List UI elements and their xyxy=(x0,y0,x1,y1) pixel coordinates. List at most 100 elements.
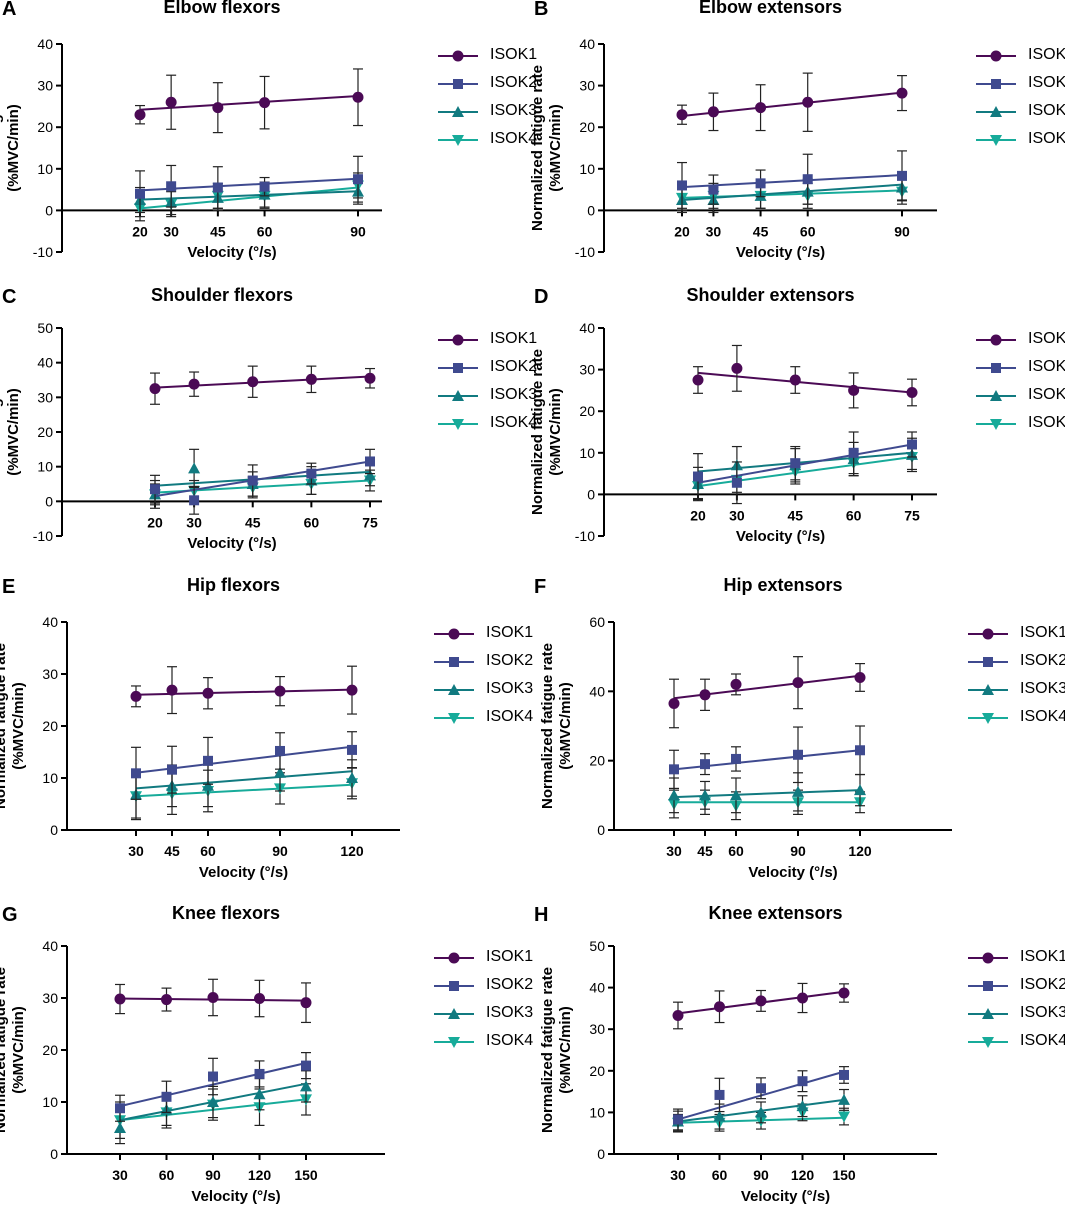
x-tick-label: 90 xyxy=(894,223,910,239)
y-tick-label: 20 xyxy=(589,753,605,769)
point-isok3 xyxy=(668,789,680,801)
legend-label: ISOK1 xyxy=(490,330,538,347)
plot-area: 0 10 20 30 40 30 60 90 120 150 xyxy=(42,938,385,1183)
y-tick-label: 20 xyxy=(579,403,595,419)
point-isok3 xyxy=(713,1110,726,1122)
x-tick-label: 20 xyxy=(674,223,690,239)
fit-line-isok2 xyxy=(681,174,903,189)
legend-label: ISOK4 xyxy=(490,414,538,431)
x-axis-label: Velocity (°/s) xyxy=(740,1188,831,1205)
x-axis-label: Velocity (°/s) xyxy=(191,1188,281,1205)
point-isok2 xyxy=(839,1069,849,1080)
y-tick-label: 40 xyxy=(579,320,595,336)
x-tick-label: 90 xyxy=(790,843,806,859)
point-isok1 xyxy=(668,697,680,709)
point-isok3 xyxy=(253,1088,266,1100)
legend-swatch xyxy=(976,334,1016,346)
chart-title: Hip flexors xyxy=(186,575,281,595)
x-tick-label: 120 xyxy=(791,1167,815,1183)
point-isok3 xyxy=(796,1100,809,1112)
point-isok1 xyxy=(300,997,312,1009)
legend-label: ISOK3 xyxy=(490,102,538,119)
point-isok2 xyxy=(802,174,813,185)
legend-marker xyxy=(452,106,464,117)
point-isok1 xyxy=(202,687,214,699)
point-isok1 xyxy=(848,384,860,396)
x-tick-label: 30 xyxy=(112,1167,128,1183)
y-tick-label: 0 xyxy=(50,822,58,838)
legend-label: ISOK3 xyxy=(1028,102,1065,119)
x-tick-label: 120 xyxy=(248,1167,272,1183)
legend-swatch xyxy=(438,363,478,373)
point-isok2 xyxy=(259,181,270,192)
legend-marker xyxy=(452,50,464,62)
y-tick-label: -10 xyxy=(33,244,53,260)
legend-marker xyxy=(452,390,464,401)
point-isok2 xyxy=(347,744,357,755)
legend-swatch xyxy=(434,657,474,667)
legend-label: ISOK2 xyxy=(490,358,538,375)
point-isok1 xyxy=(134,109,146,121)
point-isok1 xyxy=(364,372,376,384)
x-tick-label: 150 xyxy=(294,1167,318,1183)
legend-label: ISOK2 xyxy=(486,652,534,669)
point-isok3 xyxy=(730,789,742,801)
y-axis-label-line1: Normalized fatigue rate xyxy=(539,967,556,1133)
point-isok2 xyxy=(161,1091,172,1102)
x-tick-label: 90 xyxy=(753,1167,769,1183)
y-tick-label: 0 xyxy=(45,202,53,218)
x-tick-label: 60 xyxy=(800,223,816,239)
point-isok1 xyxy=(207,991,219,1003)
legend-label: ISOK2 xyxy=(1028,358,1065,375)
x-tick-label: 90 xyxy=(205,1167,221,1183)
fit-line-isok2 xyxy=(139,177,359,192)
legend-marker xyxy=(982,628,994,640)
legend-label: ISOK2 xyxy=(1028,74,1065,91)
point-isok1 xyxy=(789,374,801,386)
point-isok2 xyxy=(731,753,741,764)
y-tick-label: 20 xyxy=(42,718,58,734)
fit-line-isok1 xyxy=(154,375,371,389)
legend-marker xyxy=(982,952,994,964)
point-isok2 xyxy=(275,745,285,756)
plot-area: 0 20 40 60 30 45 60 90 120 xyxy=(589,614,952,859)
x-tick-label: 45 xyxy=(697,843,713,859)
point-isok2 xyxy=(212,182,223,193)
point-isok2 xyxy=(254,1068,265,1079)
x-tick-label: 60 xyxy=(712,1167,728,1183)
legend-label: ISOK1 xyxy=(486,948,534,965)
legend-swatch xyxy=(968,1008,1008,1019)
legend-swatch xyxy=(434,713,474,724)
point-isok2 xyxy=(855,745,865,756)
point-isok1 xyxy=(699,689,711,701)
point-isok2 xyxy=(301,1060,311,1071)
point-isok2 xyxy=(115,1103,125,1114)
legend-marker xyxy=(982,713,994,724)
x-tick-label: 20 xyxy=(147,514,163,530)
y-tick-label: 40 xyxy=(42,938,58,954)
y-tick-label: 40 xyxy=(37,36,53,52)
chart-title: Knee extensors xyxy=(708,903,843,923)
legend-marker xyxy=(991,79,1001,89)
point-isok1 xyxy=(672,1009,684,1021)
x-tick-label: 90 xyxy=(350,223,366,239)
y-tick-label: 0 xyxy=(597,822,605,838)
point-isok1 xyxy=(755,995,767,1007)
y-axis-label: Normalized fatigue rate (%MVC/min) xyxy=(0,322,23,542)
point-isok2 xyxy=(306,468,317,479)
panel-letter: H xyxy=(534,904,549,926)
chart-panel-g: G Knee flexors 0 10 20 30 40 30 60 90 120 150 Normal… xyxy=(0,903,534,1206)
legend-marker xyxy=(449,981,459,991)
point-isok2 xyxy=(353,174,363,185)
legend-marker xyxy=(452,334,464,346)
point-isok1 xyxy=(838,987,850,999)
point-isok3 xyxy=(346,772,358,783)
legend-label: ISOK3 xyxy=(1020,680,1065,697)
legend-swatch xyxy=(438,79,478,89)
point-isok1 xyxy=(130,690,142,702)
legend-marker xyxy=(990,419,1002,430)
y-axis-label-line2: (%MVC/min) xyxy=(10,682,27,770)
y-tick-label: 10 xyxy=(579,445,595,461)
legend-marker xyxy=(983,657,993,667)
